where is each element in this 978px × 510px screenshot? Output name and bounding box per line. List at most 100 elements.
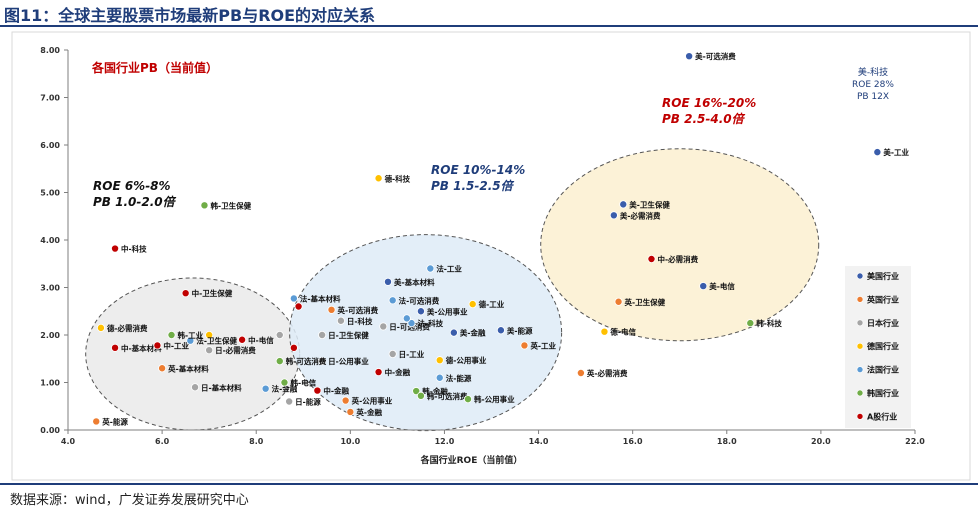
point-label: 美-可选消费 [695, 51, 736, 61]
data-point [336, 316, 345, 325]
x-tick-label: 16.0 [623, 437, 643, 446]
data-point [520, 341, 529, 350]
data-point [289, 343, 298, 352]
y-tick-label: 5.00 [40, 189, 60, 198]
source-note: 数据来源：wind，广发证券发展研究中心 [10, 493, 249, 508]
legend-label: 日本行业 [867, 318, 899, 328]
point-label: 英-公用事业 [352, 396, 393, 406]
top-rule [0, 25, 978, 27]
point-label: 英-必需消费 [587, 368, 628, 378]
point-label: 美-公用事业 [427, 306, 468, 316]
point-label: 韩-公用事业 [474, 394, 515, 404]
x-tick-label: 22.0 [905, 437, 925, 446]
point-label: 英-基本材料 [168, 363, 209, 373]
point-label: 中-卫生保健 [192, 288, 233, 298]
point-label: 韩-金融 [422, 386, 448, 396]
point-label: 法-科技 [418, 318, 444, 328]
data-point [318, 330, 327, 339]
x-tick-label: 4.0 [61, 437, 76, 446]
point-label: 美-电信 [709, 281, 735, 291]
data-point [873, 148, 882, 157]
low-roe-region [85, 277, 301, 431]
data-point [205, 330, 214, 339]
data-point [275, 330, 284, 339]
point-label: 法-金融 [272, 384, 298, 394]
y-tick-label: 8.00 [40, 46, 60, 55]
x-tick-label: 8.0 [249, 437, 264, 446]
legend-marker [856, 342, 864, 350]
legend-marker [856, 319, 864, 327]
point-label: 韩-卫生保健 [210, 200, 251, 210]
data-point [647, 254, 656, 263]
point-label: 日-科技 [347, 316, 373, 326]
data-point [416, 307, 425, 316]
data-point [402, 314, 411, 323]
x-tick-label: 10.0 [340, 437, 360, 446]
y-tick-label: 4.00 [40, 236, 60, 245]
legend-label: 韩国行业 [867, 388, 899, 398]
point-label: 法-基本材料 [300, 293, 341, 303]
data-point [280, 378, 289, 387]
point-label: 德-工业 [479, 299, 505, 309]
data-point [412, 387, 421, 396]
data-point [181, 289, 190, 298]
legend-label: 法国行业 [867, 365, 899, 375]
point-label: 韩-电信 [290, 378, 316, 388]
x-tick-label: 18.0 [717, 437, 737, 446]
data-point [468, 300, 477, 309]
point-label: 韩-可选消费 [286, 356, 327, 366]
mid-roe-note-line1: ROE 10%-14% [431, 163, 525, 177]
y-tick-label: 2.00 [40, 331, 60, 340]
x-tick-label: 6.0 [155, 437, 170, 446]
y-tick-label: 1.00 [40, 379, 60, 388]
y-tick-label: 7.00 [40, 94, 60, 103]
mid-roe-region [289, 234, 563, 432]
data-point [205, 346, 214, 355]
data-point [449, 328, 458, 337]
point-label: 中-科技 [121, 244, 147, 254]
legend-marker [856, 366, 864, 373]
data-point [153, 341, 162, 350]
point-label: 日-能源 [295, 397, 321, 407]
y-tick-label: 0.00 [40, 426, 60, 435]
outlier-note-line2: ROE 28% [852, 80, 894, 90]
data-point [426, 264, 435, 273]
legend-label: 美国行业 [867, 271, 899, 281]
mid-roe-note-line2: PB 1.5-2.5倍 [431, 179, 515, 193]
legend-box [845, 266, 911, 428]
point-label: 日-工业 [399, 349, 425, 359]
data-point [327, 305, 336, 314]
data-point [685, 52, 694, 61]
data-point [388, 349, 397, 358]
point-label: 英-金融 [356, 407, 382, 417]
y-axis-title: 各国行业PB（当前值） [91, 60, 218, 75]
data-point [200, 201, 209, 210]
data-point [313, 386, 322, 395]
point-label: 英-工业 [530, 340, 556, 350]
point-label: 中-必需消费 [657, 254, 698, 264]
data-point [576, 368, 585, 377]
point-label: 中-工业 [163, 340, 189, 350]
point-label: 日-必需消费 [215, 345, 256, 355]
data-point [383, 277, 392, 286]
data-point [96, 323, 105, 332]
point-label: 法-可选消费 [399, 295, 440, 305]
legend-label: A股行业 [867, 411, 897, 421]
point-label: 法-能源 [446, 373, 472, 383]
data-point [167, 330, 176, 339]
data-point [388, 296, 397, 305]
data-point [619, 200, 628, 209]
legend-marker [856, 272, 864, 280]
point-label: 德-公用事业 [446, 355, 487, 365]
point-label: 中-金融 [385, 367, 411, 377]
x-tick-label: 14.0 [529, 437, 549, 446]
point-label: 英-能源 [102, 416, 128, 426]
data-point [496, 326, 505, 335]
point-label: 美-金融 [460, 328, 486, 338]
legend-label: 英国行业 [866, 294, 899, 304]
scatter-chart: 0.00 1.00 2.00 3.00 4.00 5.00 6.00 7.00 8.00 4.0 6… [11, 31, 971, 481]
x-tick-label: 12.0 [435, 437, 455, 446]
point-label: 中-金融 [323, 386, 349, 396]
point-label: 德-电信 [610, 327, 636, 337]
outlier-note-line3: PB 12X [857, 92, 889, 102]
